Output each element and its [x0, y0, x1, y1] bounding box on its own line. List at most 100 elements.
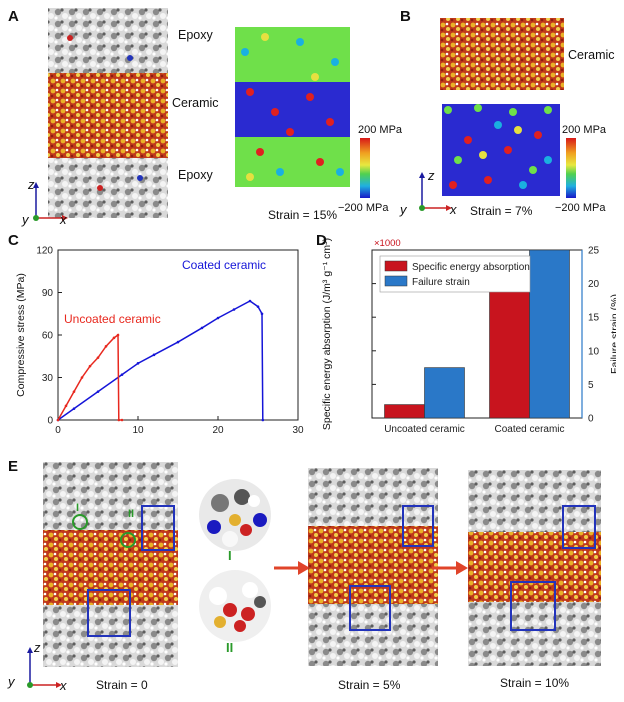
panel-e-zoom-i: [199, 479, 271, 551]
panel-e-axis-y: y: [8, 674, 15, 689]
panel-c-point-uncoated: [56, 418, 60, 422]
panel-c-stress-strain-chart: 0 10 20 30 0 30 60 90 120 Strain (%) Compressive s…: [15, 246, 304, 441]
panel-c-point-uncoated: [80, 376, 84, 379]
panel-c-point-uncoated: [64, 404, 68, 408]
panel-c-point-coated: [200, 326, 204, 330]
panel-c-point-uncoated: [72, 390, 76, 393]
panel-c-point-coated: [232, 308, 236, 311]
panel-c-point-uncoated: [112, 336, 116, 340]
panel-d-category-label: Coated ceramic: [494, 424, 564, 435]
panel-d-right-tick-label: 20: [588, 279, 600, 290]
panel-c-xtick-label: 20: [212, 425, 224, 436]
panel-b-strain: Strain = 7%: [470, 204, 533, 218]
panel-b-axis-y: y: [400, 202, 407, 217]
panel-a-colorbar: [360, 138, 370, 198]
panel-c-ytick-label: 120: [36, 246, 53, 257]
panel-e-marker-ii: II: [128, 508, 135, 520]
panel-c-point-coated: [216, 316, 220, 320]
panel-c-series-uncoated: [57, 333, 122, 421]
panel-e-marker-i: I: [76, 502, 80, 514]
panel-a-label-epoxy-top: Epoxy: [178, 28, 213, 42]
panel-d-ylabel-right: Failure strain (%): [609, 294, 616, 374]
panel-c-letter: C: [8, 232, 19, 249]
panel-d-legend-swatch: [384, 275, 408, 287]
panel-b-colorbar-min: −200 MPa: [555, 202, 606, 214]
panel-d-bar-chart: ×1000 0 5 10 15 20 25 Uncoated ceramic Coated ce…: [321, 238, 616, 435]
panel-d-right-tick-label: 0: [588, 414, 594, 425]
panel-a-molecular-snapshot: [48, 8, 168, 218]
panel-c-point-uncoated: [96, 356, 100, 359]
arrow-icon: [274, 561, 310, 575]
panel-c-ytick-label: 90: [42, 288, 54, 299]
panel-a-colorbar-min: −200 MPa: [338, 202, 389, 214]
panel-d-category-label: Uncoated ceramic: [384, 424, 465, 435]
panel-e-axes-triad: [27, 647, 62, 688]
panel-c-ytick-label: 60: [42, 331, 54, 342]
panel-d-right-tick-label: 25: [588, 246, 600, 257]
panel-a-axis-z: z: [28, 177, 35, 192]
panel-b-colorbar-max: 200 MPa: [562, 124, 607, 136]
panel-b-stress-map: [442, 104, 560, 196]
panel-d-legend-swatch: [384, 260, 408, 272]
panel-e-zoom-ii: [199, 570, 271, 642]
panel-e-snapshot-strain-10: [468, 470, 601, 666]
panel-d-bar-strain: [424, 367, 465, 419]
panel-c-ytick-label: 0: [47, 416, 53, 427]
panel-e-zoom-label-i: I: [228, 548, 232, 563]
panel-b-letter: B: [400, 8, 411, 25]
panel-b-axis-z: z: [428, 168, 435, 183]
panel-b-label-ceramic: Ceramic: [568, 48, 615, 62]
panel-e-strain-5: Strain = 5%: [338, 678, 401, 692]
panel-d-letter: D: [316, 232, 327, 249]
panel-c-point-uncoated: [117, 418, 121, 422]
panel-d-multiplier: ×1000: [374, 238, 401, 249]
panel-c-xtick-label: 10: [132, 425, 144, 436]
panel-c-point-coated: [120, 373, 124, 376]
panel-d-right-tick-label: 5: [588, 380, 594, 391]
panel-e-axis-x: x: [60, 678, 67, 693]
panel-a-label-epoxy-bottom: Epoxy: [178, 168, 213, 182]
panel-c-point-coated: [261, 418, 265, 422]
panel-e-axis-z: z: [34, 640, 41, 655]
panel-c-series-coated: [57, 300, 264, 421]
panel-a-letter: A: [8, 8, 19, 25]
panel-c-point-coated: [176, 340, 180, 344]
panel-c-annotation-coated: Coated ceramic: [182, 258, 267, 272]
panel-c-point-coated: [248, 299, 252, 303]
panel-a-stress-map: [235, 27, 350, 187]
panel-d-legend-label: Specific energy absorption: [412, 262, 530, 273]
panel-d-right-tick-label: 15: [588, 313, 600, 324]
panel-a-strain: Strain = 15%: [268, 208, 338, 222]
panel-c-point-uncoated: [88, 364, 92, 368]
arrow-icon-2: [432, 561, 468, 575]
panel-b-colorbar: [566, 138, 576, 198]
panel-d-bar-strain: [529, 249, 570, 419]
panel-d-ylabel-left: Specific energy absorption (J/m³ g⁻¹ cm³…: [321, 238, 333, 430]
panel-a-colorbar-max: 200 MPa: [358, 124, 403, 136]
panel-a-axis-x: x: [60, 212, 67, 227]
panel-e-strain-10: Strain = 10%: [500, 676, 570, 690]
panel-c-point-coated: [136, 362, 140, 365]
panel-a-label-ceramic: Ceramic: [172, 96, 219, 110]
panel-c-point-coated: [256, 305, 260, 308]
panel-c-xtick-label: 30: [292, 425, 304, 436]
panel-c-point-uncoated: [116, 333, 120, 337]
panel-e-strain-0: Strain = 0: [96, 678, 148, 692]
panel-d-bar-energy: [384, 404, 425, 419]
panel-c-point-coated: [260, 312, 264, 316]
panel-c-point-coated: [96, 390, 100, 393]
panel-c-point-coated: [72, 407, 76, 410]
panel-c-point-uncoated: [120, 418, 124, 422]
panel-c-point-uncoated: [104, 345, 108, 348]
panel-c-xlabel: Strain (%): [155, 439, 202, 440]
panel-c-annotation-uncoated: Uncoated ceramic: [64, 312, 161, 326]
panel-a-axis-y: y: [22, 212, 29, 227]
panel-a-axes-triad: [33, 182, 68, 221]
panel-c-xtick-label: 0: [55, 425, 61, 436]
panel-b-axis-x: x: [450, 202, 457, 217]
panel-c-ytick-label: 30: [42, 373, 54, 384]
panel-e-snapshot-strain-0: [43, 462, 178, 667]
panel-d-legend-label: Failure strain: [412, 277, 470, 288]
panel-e-letter: E: [8, 458, 19, 475]
panel-b-axes-triad: [419, 172, 452, 211]
